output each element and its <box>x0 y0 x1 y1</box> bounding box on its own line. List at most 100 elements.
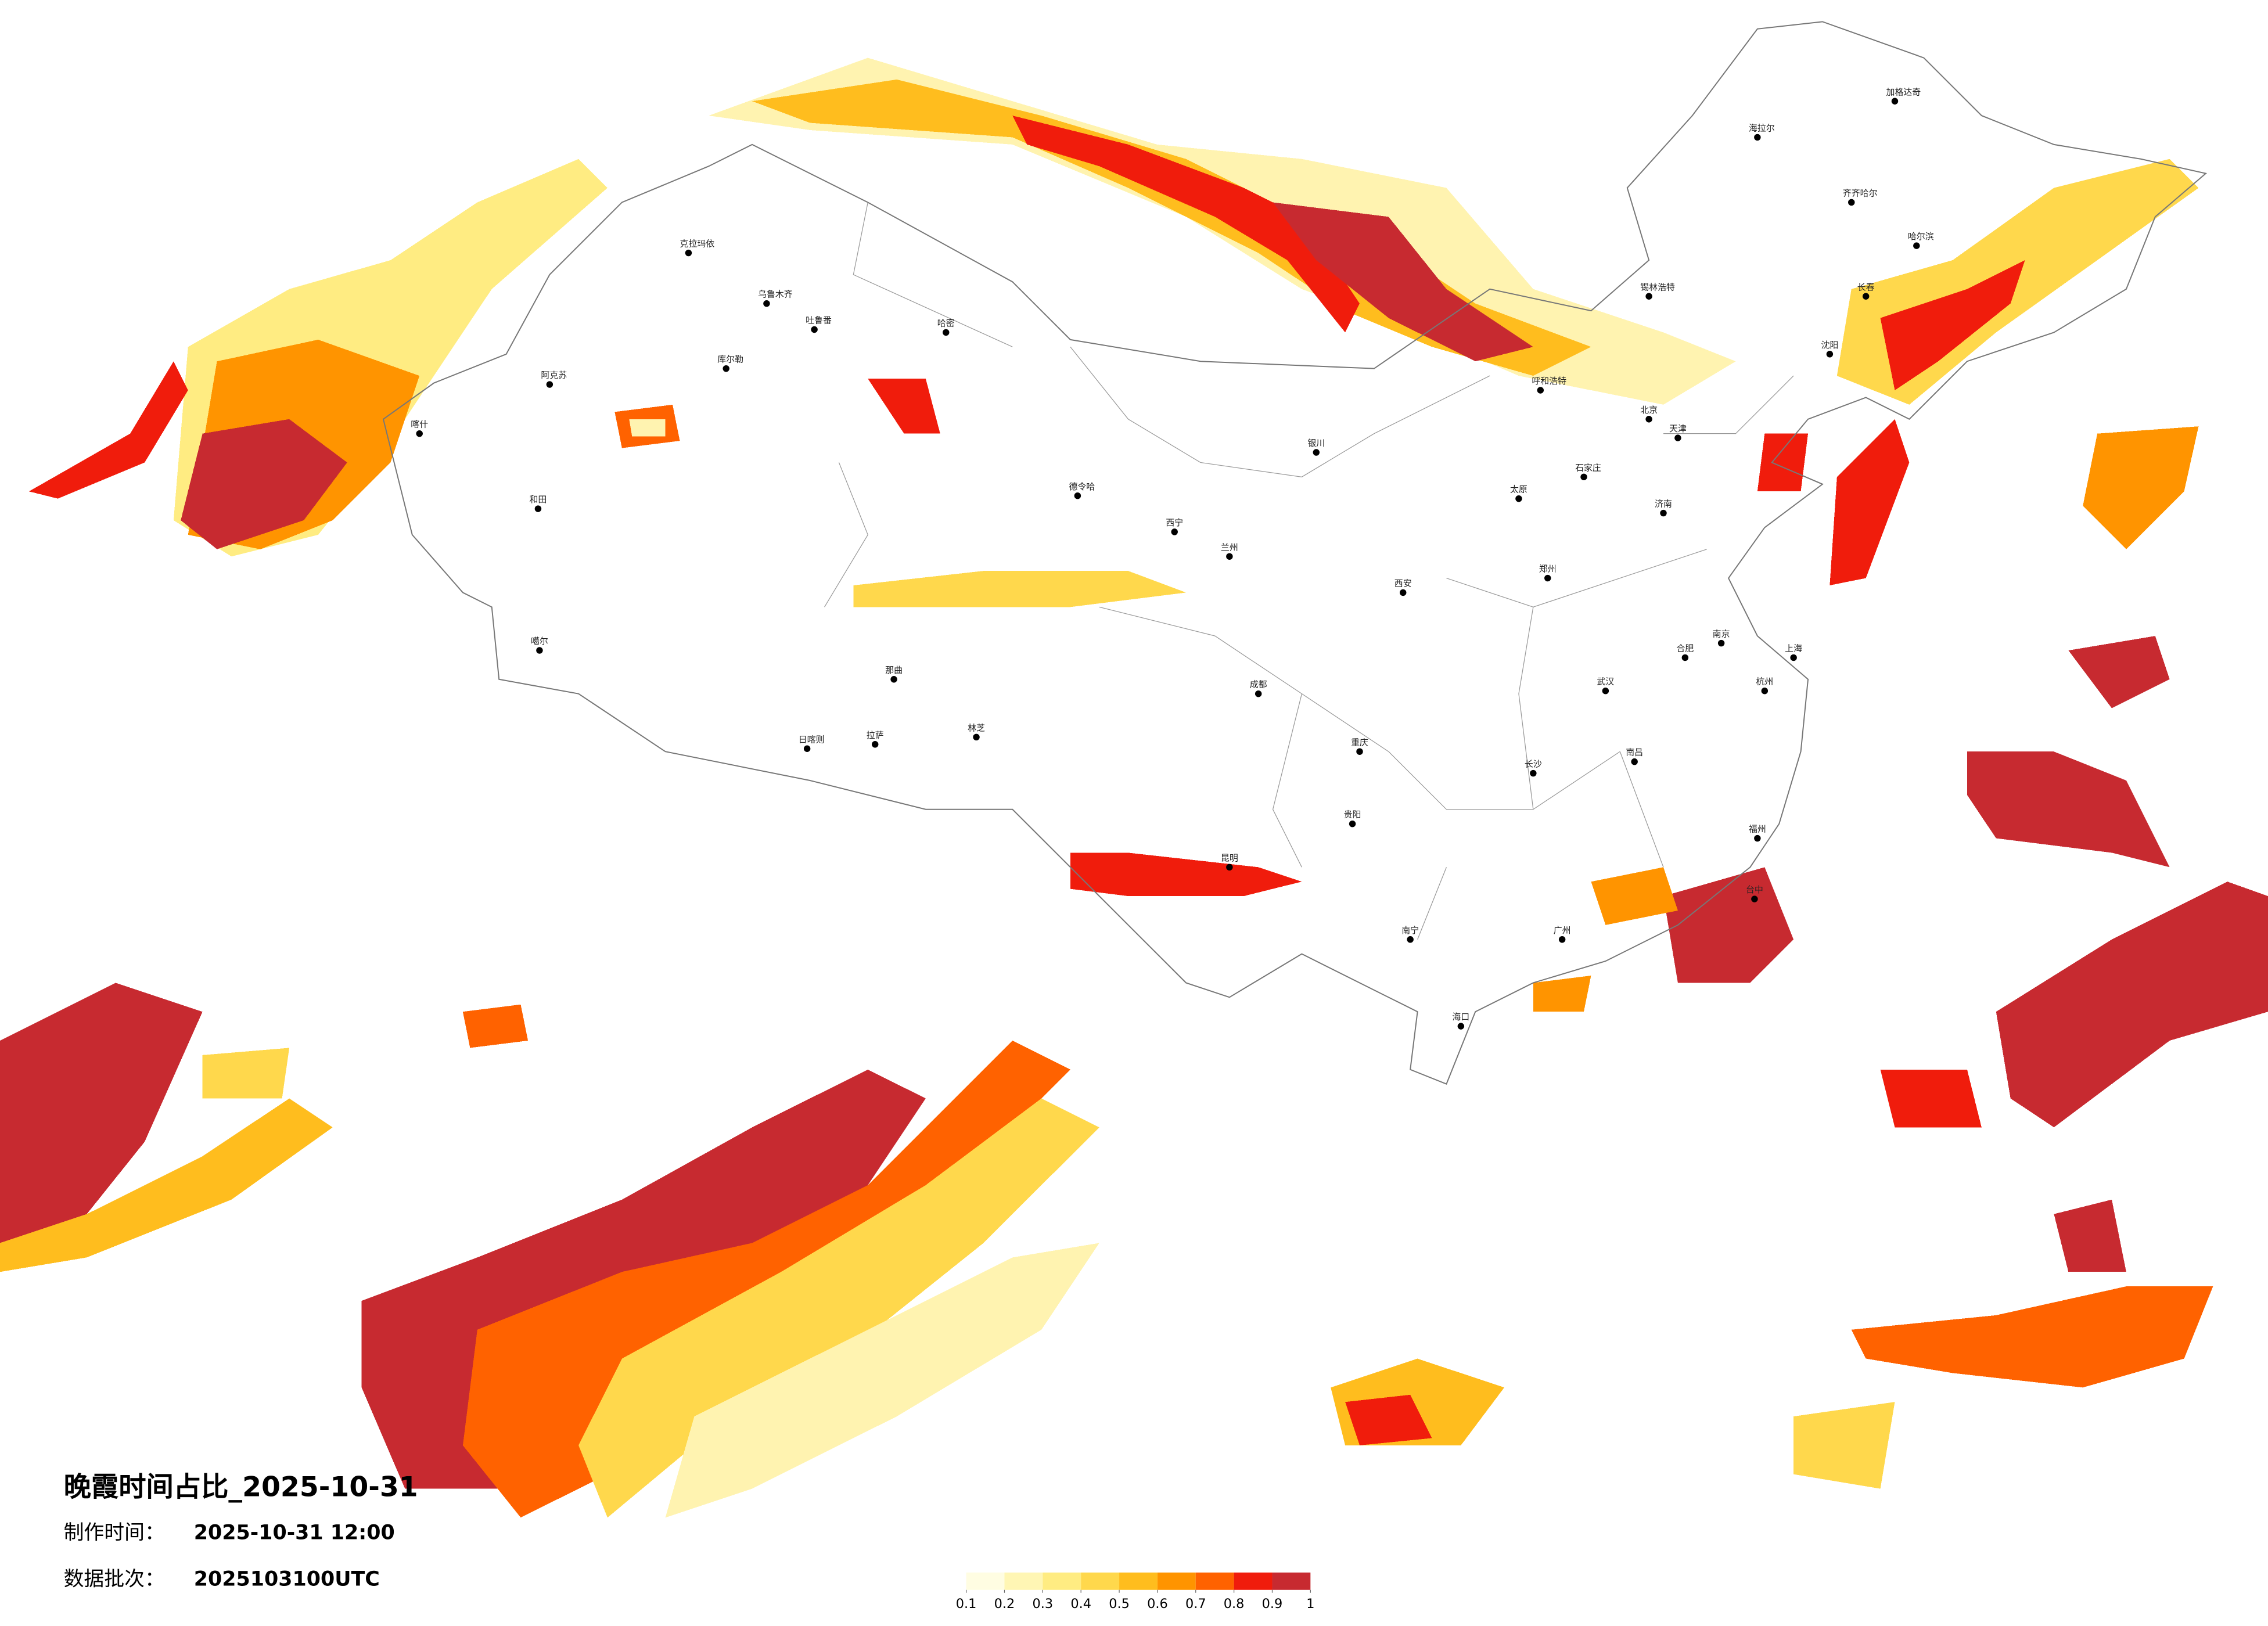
city-dot <box>1754 834 1761 842</box>
blob <box>1663 867 1794 983</box>
city-dot <box>723 365 729 372</box>
city-label: 杭州 <box>1756 677 1773 687</box>
city-dot <box>973 733 980 741</box>
colorbar: 0.1 0.2 0.3 0.4 0.5 0.6 0.7 0.8 0.9 1 <box>956 1572 1314 1611</box>
blob <box>1851 1286 2213 1388</box>
city-dot <box>1751 895 1758 902</box>
blob <box>1793 1402 1895 1489</box>
colorbar-bin <box>1157 1572 1196 1590</box>
colorbar-bin <box>1234 1572 1273 1590</box>
city-label: 日喀则 <box>799 734 825 744</box>
city-label: 库尔勒 <box>717 354 743 365</box>
city-dot <box>763 300 770 307</box>
city-dot <box>1407 936 1414 943</box>
city-label: 和田 <box>529 494 547 505</box>
city-dot <box>1226 864 1233 871</box>
colorbar-tick-label: 0.1 <box>956 1596 977 1611</box>
city-label: 加格达奇 <box>1886 87 1921 97</box>
city-dot <box>1537 387 1544 394</box>
city-label: 太原 <box>1510 484 1527 495</box>
city-label: 广州 <box>1554 925 1571 936</box>
colorbar-tick-label: 1 <box>1306 1596 1314 1611</box>
city-dot <box>1515 495 1522 502</box>
colorbar-tick-label: 0.6 <box>1147 1596 1168 1611</box>
city-dot <box>803 745 811 752</box>
city-dot <box>1530 769 1537 777</box>
city-dot <box>871 741 879 748</box>
blob <box>868 379 940 434</box>
city-label: 阿克苏 <box>541 370 567 380</box>
city-dot <box>416 430 423 437</box>
blob <box>1880 1069 1982 1128</box>
blob <box>1830 419 1910 585</box>
city-label: 吐鲁番 <box>806 315 832 326</box>
city-dot <box>1457 1023 1465 1030</box>
city-label: 南京 <box>1713 629 1730 639</box>
city-label: 噶尔 <box>531 636 548 646</box>
blob <box>1273 202 1533 362</box>
city-dot <box>1913 242 1920 249</box>
city-dot <box>811 326 818 333</box>
city-label: 南昌 <box>1626 747 1643 758</box>
city-dot <box>1645 293 1652 300</box>
colorbar-bin <box>1004 1572 1043 1590</box>
title: 晚霞时间占比_2025-10-31 <box>64 1472 418 1503</box>
city-dot <box>1074 492 1081 499</box>
blob <box>1591 867 1678 925</box>
city-label: 西宁 <box>1166 517 1183 528</box>
city-label: 台中 <box>1746 884 1763 895</box>
city-dot <box>1602 687 1609 695</box>
colorbar-tick-label: 0.8 <box>1224 1596 1245 1611</box>
city-label: 海口 <box>1452 1012 1469 1022</box>
city-dot <box>1631 758 1638 765</box>
blob <box>462 1004 529 1048</box>
city-dot <box>1761 687 1769 695</box>
blob <box>1070 852 1302 897</box>
blob <box>629 419 666 437</box>
city-label: 哈尔滨 <box>1908 231 1934 242</box>
city-label: 贵阳 <box>1344 810 1361 820</box>
city-dot <box>943 329 950 336</box>
city-label: 沈阳 <box>1821 340 1838 350</box>
blob <box>181 419 347 549</box>
province-borders <box>824 202 1794 940</box>
city-dot <box>1645 416 1652 423</box>
info-value: 2025103100UTC <box>194 1567 380 1591</box>
colorbar-bin <box>1272 1572 1311 1590</box>
city-label: 锡林浩特 <box>1640 282 1675 292</box>
city-dot <box>1674 434 1681 441</box>
city-label: 兰州 <box>1221 542 1238 552</box>
colorbar-tick-label: 0.3 <box>1033 1596 1054 1611</box>
city-label: 哈密 <box>937 318 955 329</box>
city-label: 武汉 <box>1597 677 1614 687</box>
blob <box>1345 1394 1432 1445</box>
city-label: 长春 <box>1857 282 1875 292</box>
city-dot <box>1717 639 1725 647</box>
city-label: 合肥 <box>1676 643 1694 654</box>
city-label: 西安 <box>1394 578 1412 589</box>
colorbar-tick-label: 0.5 <box>1109 1596 1130 1611</box>
colorbar-tick-label: 0.7 <box>1185 1596 1206 1611</box>
city-dot <box>1681 654 1689 661</box>
colorbar-bin <box>1081 1572 1120 1590</box>
city-dot <box>1848 199 1855 206</box>
city-dot <box>890 676 897 683</box>
info-value: 2025-10-31 12:00 <box>194 1521 395 1545</box>
blob <box>0 983 203 1243</box>
info-label: 数据批次： <box>64 1567 165 1591</box>
city-dot <box>534 505 542 512</box>
city-dot <box>1313 449 1320 456</box>
city-dot <box>1790 654 1797 661</box>
blob <box>2068 636 2170 708</box>
city-dot <box>1558 936 1566 943</box>
blob <box>1757 433 1809 492</box>
city-label: 郑州 <box>1539 564 1557 574</box>
city-label: 银川 <box>1307 438 1325 448</box>
colorbar-tick-label: 0.2 <box>994 1596 1015 1611</box>
blob <box>28 361 188 499</box>
city-label: 上海 <box>1785 643 1802 654</box>
city-dot <box>1226 553 1233 560</box>
city-label: 德令哈 <box>1069 481 1095 492</box>
